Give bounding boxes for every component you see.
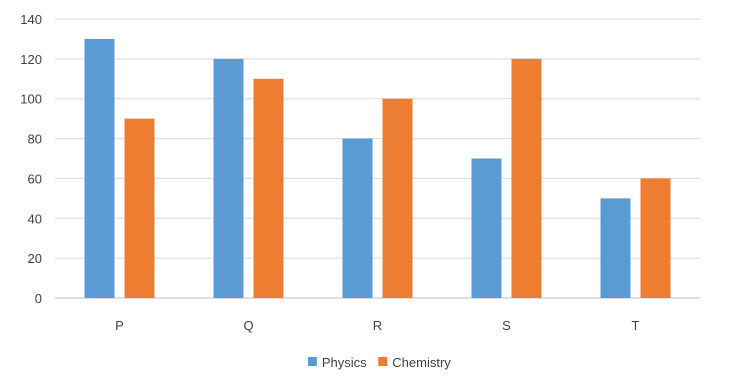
legend-swatch-chemistry (378, 357, 388, 366)
bar-chemistry-t (640, 178, 671, 298)
y-tick-label: 40 (28, 211, 42, 226)
bar-chemistry-q (253, 78, 284, 299)
x-tick-label: P (115, 318, 124, 333)
bar-chemistry-p (124, 118, 155, 299)
y-tick-label: 0 (35, 291, 42, 306)
bar-physics-s (471, 158, 502, 298)
y-tick-label: 80 (28, 132, 42, 147)
legend: Physics Chemistry (307, 355, 451, 370)
gridlines (55, 18, 700, 299)
legend-label-physics: Physics (322, 355, 367, 370)
y-tick-label: 100 (20, 92, 42, 107)
bars (84, 38, 671, 299)
bar-physics-q (213, 58, 244, 298)
x-tick-label: R (373, 318, 382, 333)
legend-label-chemistry: Chemistry (392, 355, 451, 370)
bar-physics-r (342, 138, 373, 298)
y-axis-ticks: 0 20 40 60 80 100 120 140 (20, 12, 42, 306)
x-axis-ticks: P Q R S T (115, 318, 639, 333)
x-tick-label: T (632, 318, 640, 333)
bar-physics-p (84, 38, 115, 299)
y-tick-label: 140 (20, 12, 42, 27)
y-tick-label: 60 (28, 171, 42, 186)
bar-physics-t (600, 198, 631, 298)
y-tick-label: 20 (28, 251, 42, 266)
y-tick-label: 120 (20, 52, 42, 67)
bar-chemistry-r (382, 98, 413, 298)
x-tick-label: S (502, 318, 511, 333)
bar-chemistry-s (511, 58, 542, 298)
legend-swatch-physics (307, 357, 317, 366)
x-tick-label: Q (243, 318, 253, 333)
